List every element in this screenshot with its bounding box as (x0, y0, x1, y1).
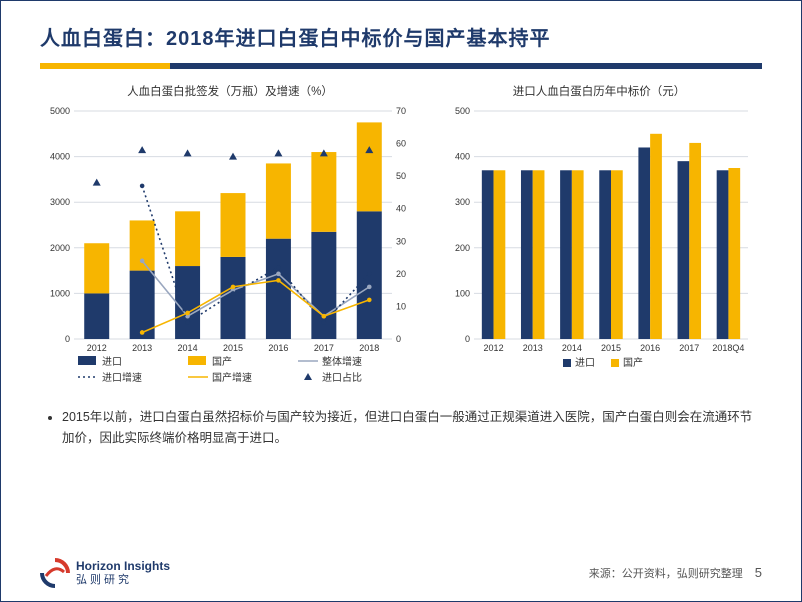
svg-text:3000: 3000 (50, 197, 70, 207)
logo-icon (40, 558, 70, 588)
svg-text:国产: 国产 (212, 355, 232, 368)
svg-text:2016: 2016 (640, 343, 660, 353)
svg-text:1000: 1000 (50, 288, 70, 298)
svg-text:2015: 2015 (223, 343, 243, 353)
svg-text:2000: 2000 (50, 243, 70, 253)
logo: Horizon Insights 弘则研究 (40, 558, 170, 588)
svg-text:国产增速: 国产增速 (212, 371, 252, 384)
svg-text:2017: 2017 (314, 343, 334, 353)
svg-text:4000: 4000 (50, 152, 70, 162)
svg-text:2012: 2012 (87, 343, 107, 353)
svg-text:0: 0 (465, 334, 470, 344)
svg-text:2015: 2015 (601, 343, 621, 353)
svg-text:50: 50 (396, 171, 406, 181)
svg-text:2012: 2012 (484, 343, 504, 353)
source-label: 来源： (589, 565, 622, 581)
svg-text:20: 20 (396, 269, 406, 279)
svg-text:2014: 2014 (562, 343, 582, 353)
svg-text:0: 0 (65, 334, 70, 344)
svg-text:2013: 2013 (523, 343, 543, 353)
svg-text:进口: 进口 (102, 356, 122, 368)
chart-right: 0 100 200 300 400 500 2012 2013 2014 2015 2016 2017… (444, 105, 754, 399)
logo-cn: 弘则研究 (76, 574, 170, 586)
svg-text:2016: 2016 (268, 343, 288, 353)
svg-text:2018Q4: 2018Q4 (712, 343, 744, 353)
svg-text:10: 10 (396, 301, 406, 311)
svg-text:300: 300 (455, 197, 470, 207)
chart-right-title: 进口人血白蛋白历年中标价（元） (513, 83, 686, 99)
chart-left: 0 1000 2000 3000 4000 5000 0 10 20 30 40 50 60 70 2012… (40, 105, 420, 399)
svg-text:0: 0 (396, 334, 401, 344)
chart-left-title: 人血白蛋白批签发（万瓶）及增速（%） (127, 83, 333, 99)
svg-text:进口占比: 进口占比 (322, 371, 362, 384)
svg-text:2014: 2014 (178, 343, 198, 353)
svg-text:进口: 进口 (575, 357, 595, 369)
svg-text:40: 40 (396, 204, 406, 214)
svg-text:2018: 2018 (359, 343, 379, 353)
svg-text:500: 500 (455, 106, 470, 116)
svg-text:2013: 2013 (132, 343, 152, 353)
svg-text:5000: 5000 (50, 106, 70, 116)
svg-text:进口增速: 进口增速 (102, 371, 142, 384)
svg-text:2017: 2017 (679, 343, 699, 353)
bullet-text: 2015年以前，进口白蛋白虽然招标价与国产较为接近，但进口白蛋白一般通过正规渠道… (62, 407, 754, 450)
svg-text:400: 400 (455, 152, 470, 162)
svg-text:30: 30 (396, 236, 406, 246)
svg-text:国产: 国产 (623, 356, 643, 369)
page-number: 5 (755, 565, 762, 580)
logo-en: Horizon Insights (76, 560, 170, 573)
svg-text:60: 60 (396, 139, 406, 149)
source-text: 公开资料，弘则研究整理 (622, 565, 743, 581)
svg-text:70: 70 (396, 106, 406, 116)
svg-text:200: 200 (455, 243, 470, 253)
svg-text:100: 100 (455, 288, 470, 298)
slide-title: 人血白蛋白：2018年进口白蛋白中标价与国产基本持平 (40, 22, 762, 51)
svg-text:整体增速: 整体增速 (322, 355, 362, 368)
